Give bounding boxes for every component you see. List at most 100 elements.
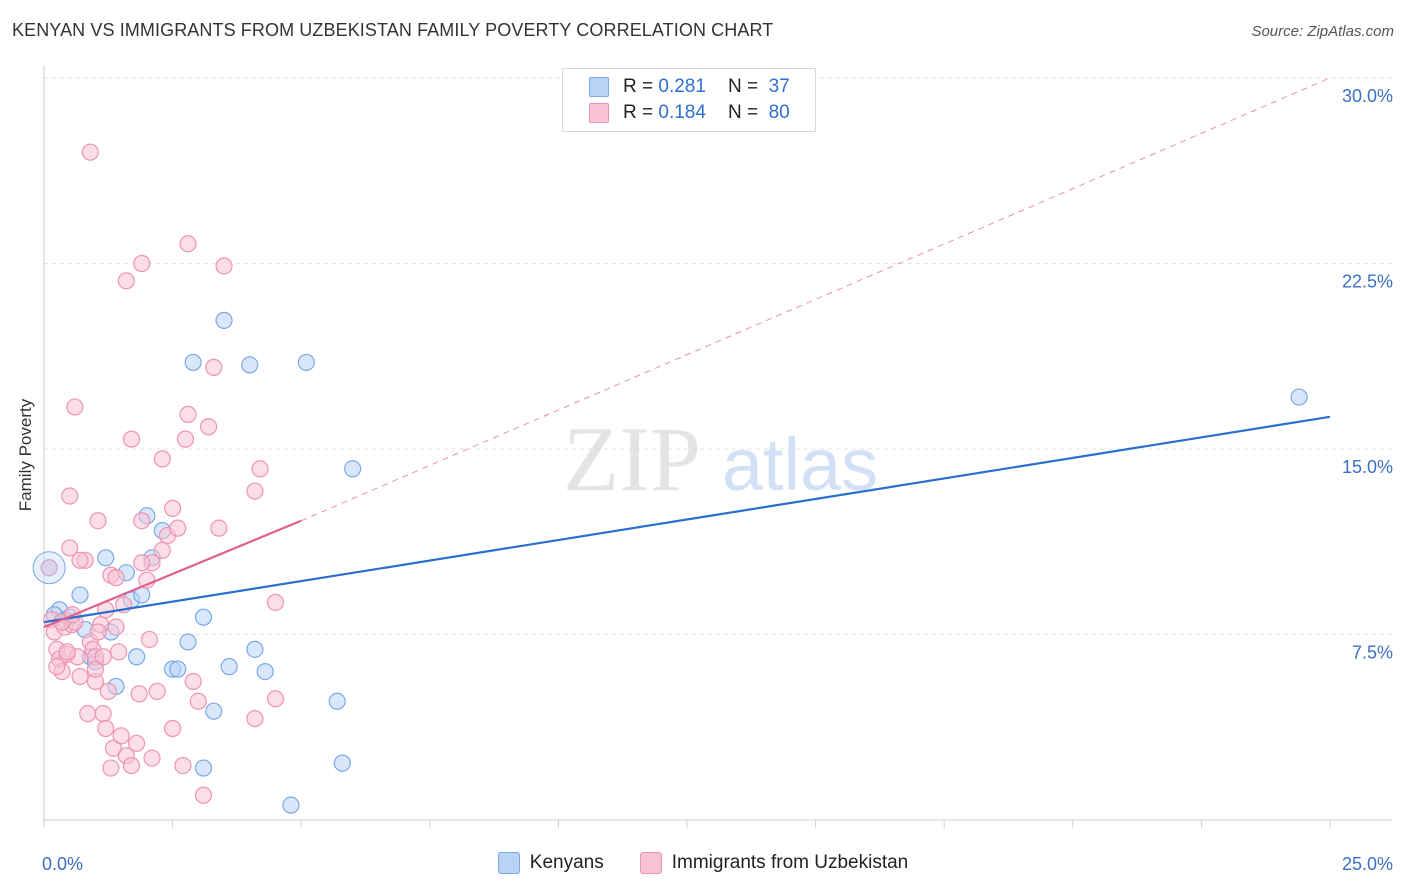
- trend-layer: [43, 77, 1331, 629]
- legend-n-value-uzbekistan: 80: [768, 102, 790, 123]
- kenyans-point: [297, 353, 315, 372]
- kenyans-point: [194, 759, 213, 777]
- legend-n-label: N =: [727, 102, 759, 123]
- uzbekistan-point: [164, 499, 182, 517]
- kenyans-point: [328, 692, 346, 710]
- bottom-legend-kenyans: Kenyans: [497, 852, 604, 874]
- uzbekistan-trend-line: [43, 519, 302, 629]
- uzbekistan-point: [169, 519, 187, 537]
- uzbekistan-point: [61, 539, 79, 557]
- uzbekistan-point: [184, 672, 202, 691]
- legend-row-kenyans: R = 0.281 N = 37: [589, 75, 790, 99]
- uzbekistan-point: [246, 482, 264, 500]
- kenyans-point: [1290, 388, 1308, 406]
- uzbekistan-point: [153, 450, 171, 468]
- uzbekistan-point: [215, 257, 233, 275]
- points-layer: [32, 143, 1308, 814]
- uzbekistan-point: [122, 430, 141, 448]
- kenyans-point: [344, 460, 362, 478]
- uzbekistan-point: [86, 660, 105, 678]
- kenyans-point: [184, 353, 202, 372]
- kenyans-point: [246, 640, 264, 658]
- y-tick-label: 22.5%: [1342, 272, 1393, 292]
- uzbekistan-point: [179, 235, 197, 253]
- legend-r-label: R =: [623, 76, 654, 97]
- x-tick-label: 25.0%: [1342, 854, 1393, 874]
- kenyans-swatch: [589, 77, 609, 97]
- uzbekistan-swatch: [639, 852, 662, 874]
- uzbekistan-point: [148, 682, 166, 700]
- kenyans-swatch: [497, 852, 520, 874]
- kenyans-point: [241, 356, 259, 374]
- uzbekistan-point: [71, 551, 89, 569]
- uzbekistan-point: [48, 658, 66, 676]
- uzbekistan-point: [94, 648, 112, 666]
- bottom-legend-label: Immigrants from Uzbekistan: [671, 852, 909, 873]
- legend-n-label: N =: [727, 76, 759, 97]
- kenyans-trend-line: [43, 415, 1331, 624]
- uzbekistan-point: [109, 643, 128, 661]
- uzbekistan-point: [176, 430, 195, 448]
- uzbekistan-point: [66, 398, 84, 416]
- bottom-legend: Kenyans Immigrants from Uzbekistan: [0, 852, 1406, 874]
- uzbekistan-point: [133, 554, 151, 572]
- uzbekistan-point: [140, 630, 159, 649]
- uzbekistan-point: [200, 418, 218, 436]
- bottom-legend-uzbekistan: Immigrants from Uzbekistan: [639, 852, 909, 874]
- kenyans-point: [333, 754, 351, 772]
- legend-r-value-uzbekistan: 0.184: [658, 102, 706, 123]
- uzbekistan-point: [99, 682, 117, 700]
- uzbekistan-point: [61, 487, 79, 505]
- uzbekistan-point: [104, 739, 123, 757]
- kenyans-point: [169, 660, 187, 678]
- uzbekistan-point: [246, 709, 264, 728]
- uzbekistan-point: [117, 272, 135, 290]
- kenyans-point: [194, 608, 213, 626]
- uzbekistan-point: [89, 512, 107, 530]
- y-tick-label: 30.0%: [1342, 86, 1393, 106]
- legend-n-value-kenyans: 37: [768, 76, 790, 97]
- uzbekistan-point: [179, 405, 197, 423]
- uzbekistan-point: [102, 759, 120, 777]
- y-tick-label: 15.0%: [1342, 457, 1393, 477]
- kenyans-point: [256, 662, 274, 681]
- kenyans-point: [282, 796, 300, 814]
- uzbekistan-point: [174, 756, 192, 775]
- legend-row-uzbekistan: R = 0.184 N = 80: [589, 101, 790, 125]
- legend-r-label: R =: [623, 102, 654, 123]
- uzbekistan-point: [251, 460, 269, 478]
- uzbekistan-point: [266, 593, 285, 611]
- uzbekistan-point: [143, 749, 161, 767]
- chart-title: KENYAN VS IMMIGRANTS FROM UZBEKISTAN FAM…: [12, 20, 774, 40]
- uzbekistan-point: [71, 667, 89, 686]
- uzbekistan-point: [107, 569, 125, 587]
- source-label: Source: ZipAtlas.com: [1251, 23, 1394, 40]
- uzbekistan-swatch: [589, 103, 609, 123]
- kenyans-point: [127, 648, 146, 666]
- kenyans-point: [97, 549, 115, 567]
- uzbekistan-point: [194, 786, 213, 804]
- uzbekistan-point: [127, 734, 146, 752]
- uzbekistan-point: [97, 719, 115, 738]
- uzbekistan-point: [81, 143, 99, 161]
- x-tick-label: 0.0%: [42, 854, 83, 874]
- kenyans-point: [71, 586, 89, 604]
- grid-layer: [43, 66, 1392, 828]
- ticks-layer: 7.5% 15.0% 22.5% 30.0% 0.0% 25.0%: [42, 86, 1393, 874]
- uzbekistan-point: [164, 719, 182, 738]
- uzbekistan-point: [133, 512, 151, 530]
- kenyans-point: [220, 658, 238, 676]
- uzbekistan-point: [130, 685, 148, 703]
- uzbekistan-point: [210, 519, 228, 537]
- uzbekistan-point: [205, 358, 223, 376]
- uzbekistan-point: [153, 541, 171, 560]
- kenyans-point: [205, 702, 223, 720]
- kenyans-point: [215, 311, 233, 329]
- uzbekistan-point: [40, 559, 58, 577]
- uzbekistan-point: [89, 623, 107, 641]
- uzbekistan-point: [107, 618, 125, 636]
- uzbekistan-point: [122, 756, 141, 775]
- uzbekistan-point: [112, 727, 130, 745]
- watermark: ZIP atlas: [563, 408, 878, 510]
